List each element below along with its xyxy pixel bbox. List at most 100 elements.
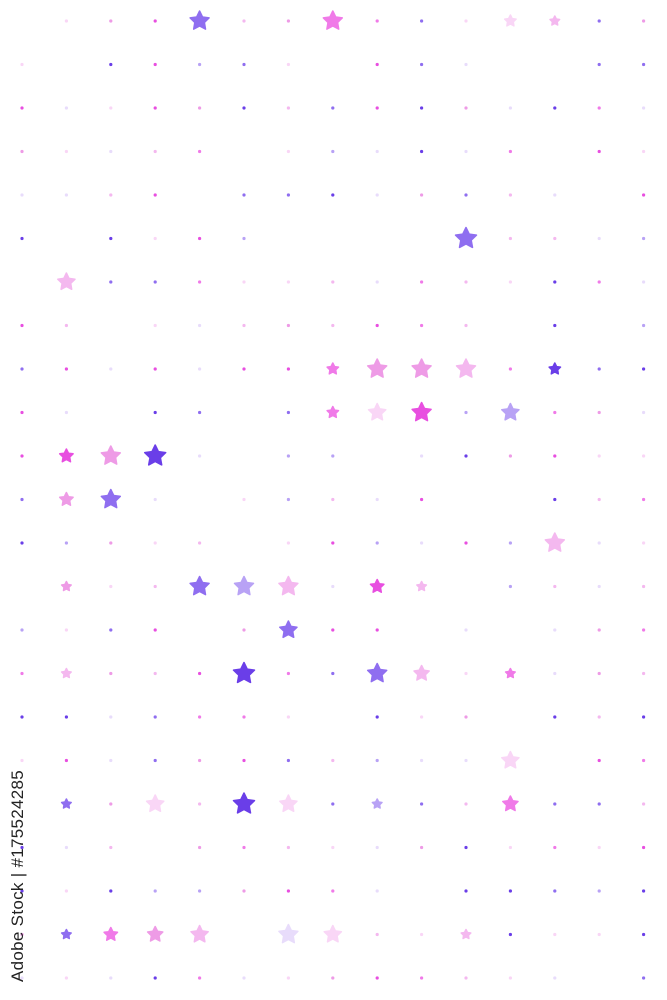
dot-icon <box>109 149 113 154</box>
dot-icon <box>642 106 646 110</box>
dot-icon <box>286 193 290 197</box>
dot-icon <box>242 280 246 284</box>
dot-icon <box>64 889 68 893</box>
dot-icon <box>153 758 157 763</box>
dot-icon <box>553 932 557 937</box>
dot-icon <box>286 410 290 415</box>
dot-icon <box>109 715 113 719</box>
dot-icon <box>331 802 335 806</box>
dot-icon <box>198 106 202 110</box>
dot-icon <box>331 671 335 676</box>
dot-icon <box>109 758 113 763</box>
dot-icon <box>198 976 202 980</box>
dot-icon <box>420 19 424 23</box>
dot-icon <box>642 367 646 371</box>
dot-icon <box>198 323 202 328</box>
dot-icon <box>64 628 68 632</box>
star-icon <box>278 575 299 596</box>
dot-icon <box>153 62 157 67</box>
dot-icon <box>642 976 646 980</box>
dot-icon <box>642 628 646 632</box>
dot-icon <box>109 889 113 893</box>
dot-icon <box>153 323 157 328</box>
dot-icon <box>64 323 68 328</box>
dot-icon <box>198 62 202 67</box>
dot-icon <box>642 932 646 937</box>
dot-icon <box>597 410 601 415</box>
dot-icon <box>286 671 290 676</box>
dot-icon <box>597 932 601 937</box>
dot-icon <box>420 802 424 806</box>
dot-icon <box>597 671 601 676</box>
dot-icon <box>242 367 246 371</box>
dot-icon <box>20 236 24 241</box>
dot-icon <box>242 62 246 67</box>
dot-icon <box>375 758 379 763</box>
dot-icon <box>286 758 290 763</box>
star-icon <box>60 928 72 940</box>
dot-icon <box>286 497 290 502</box>
dot-icon <box>597 280 601 284</box>
star-icon <box>455 358 477 378</box>
dot-icon <box>420 932 424 937</box>
dot-icon <box>20 497 24 502</box>
dot-icon <box>331 106 335 110</box>
dot-icon <box>553 976 557 980</box>
dot-icon <box>508 584 512 589</box>
star-icon <box>454 226 478 249</box>
dot-icon <box>420 845 424 850</box>
dot-icon <box>64 19 68 23</box>
star-icon <box>326 362 340 375</box>
dot-icon <box>198 671 202 676</box>
star-icon <box>366 662 388 683</box>
dot-icon <box>20 889 24 893</box>
dot-icon <box>642 410 646 415</box>
dot-icon <box>198 236 202 241</box>
dot-icon <box>375 628 379 632</box>
dot-icon <box>198 454 202 458</box>
star-icon <box>502 795 519 812</box>
star-icon <box>146 925 164 942</box>
dot-icon <box>597 758 601 763</box>
dot-icon <box>109 845 113 850</box>
dot-icon <box>464 410 468 415</box>
dot-icon <box>242 497 246 502</box>
dot-icon <box>375 715 379 719</box>
dot-icon <box>420 715 424 719</box>
dot-icon <box>597 628 601 632</box>
dot-icon <box>198 410 202 415</box>
star-icon <box>326 405 340 419</box>
dot-icon <box>64 758 68 763</box>
dot-icon <box>242 845 246 850</box>
dot-icon <box>153 889 157 893</box>
dot-icon <box>109 193 113 197</box>
dot-icon <box>153 410 157 415</box>
star-icon <box>544 532 566 552</box>
dot-icon <box>553 671 557 676</box>
star-icon <box>416 580 428 592</box>
dot-icon <box>420 62 424 67</box>
star-icon <box>322 10 344 30</box>
dot-icon <box>109 628 113 632</box>
dot-icon <box>153 541 157 545</box>
dot-icon <box>153 236 157 241</box>
star-icon <box>189 10 210 30</box>
dot-icon <box>642 19 646 23</box>
dot-icon <box>153 497 157 502</box>
dot-icon <box>553 410 557 415</box>
dot-icon <box>64 845 68 850</box>
dot-icon <box>553 323 557 328</box>
dot-icon <box>553 280 557 284</box>
dot-icon <box>597 715 601 719</box>
dot-icon <box>242 19 246 23</box>
dot-icon <box>109 584 113 589</box>
dot-icon <box>464 193 468 197</box>
dot-icon <box>153 280 157 284</box>
dot-icon <box>642 802 646 806</box>
dot-icon <box>642 62 646 67</box>
dot-icon <box>553 193 557 197</box>
dot-icon <box>153 976 157 980</box>
star-icon <box>100 488 122 509</box>
dot-icon <box>642 889 646 893</box>
